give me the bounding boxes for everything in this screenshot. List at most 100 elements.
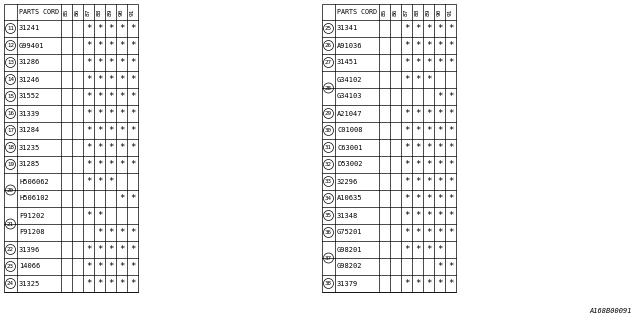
Text: 25: 25 xyxy=(325,26,332,31)
Text: *: * xyxy=(119,143,124,152)
Text: *: * xyxy=(119,24,124,33)
Text: C01008: C01008 xyxy=(337,127,362,133)
Text: 89: 89 xyxy=(426,8,431,16)
Text: *: * xyxy=(437,160,442,169)
Text: *: * xyxy=(415,279,420,288)
Text: 29: 29 xyxy=(325,111,332,116)
Text: 30: 30 xyxy=(325,128,332,133)
Text: *: * xyxy=(437,279,442,288)
Text: *: * xyxy=(426,194,431,203)
Text: 31348: 31348 xyxy=(337,212,358,219)
Text: 31241: 31241 xyxy=(19,26,40,31)
Text: *: * xyxy=(404,58,409,67)
Text: *: * xyxy=(448,177,453,186)
Text: 32296: 32296 xyxy=(337,179,358,185)
Text: 15: 15 xyxy=(7,94,14,99)
Text: *: * xyxy=(404,177,409,186)
Text: 13: 13 xyxy=(7,60,14,65)
Text: 31339: 31339 xyxy=(19,110,40,116)
Text: 36: 36 xyxy=(325,230,332,235)
Text: 31235: 31235 xyxy=(19,145,40,150)
Text: *: * xyxy=(415,41,420,50)
Text: *: * xyxy=(108,92,113,101)
Text: *: * xyxy=(119,126,124,135)
Text: *: * xyxy=(86,160,91,169)
Text: *: * xyxy=(415,177,420,186)
Text: *: * xyxy=(108,24,113,33)
Text: *: * xyxy=(97,177,102,186)
Text: 18: 18 xyxy=(7,145,14,150)
Text: *: * xyxy=(86,75,91,84)
Text: 14: 14 xyxy=(7,77,14,82)
Text: *: * xyxy=(448,262,453,271)
Text: *: * xyxy=(130,228,135,237)
Text: *: * xyxy=(119,75,124,84)
Text: G98201: G98201 xyxy=(337,246,362,252)
Text: *: * xyxy=(108,75,113,84)
Text: 33: 33 xyxy=(325,179,332,184)
Text: 26: 26 xyxy=(325,43,332,48)
Text: 38: 38 xyxy=(325,281,332,286)
Text: *: * xyxy=(437,92,442,101)
Text: *: * xyxy=(437,109,442,118)
Text: *: * xyxy=(415,194,420,203)
Text: *: * xyxy=(119,41,124,50)
Text: *: * xyxy=(404,245,409,254)
Text: *: * xyxy=(130,126,135,135)
Text: 22: 22 xyxy=(7,247,14,252)
Text: *: * xyxy=(86,143,91,152)
Text: *: * xyxy=(86,41,91,50)
Text: *: * xyxy=(415,58,420,67)
Text: *: * xyxy=(404,126,409,135)
Text: *: * xyxy=(119,109,124,118)
Text: *: * xyxy=(130,194,135,203)
Text: PARTS CORD: PARTS CORD xyxy=(337,9,377,15)
Text: *: * xyxy=(437,262,442,271)
Text: A91036: A91036 xyxy=(337,43,362,49)
Text: *: * xyxy=(415,143,420,152)
Text: *: * xyxy=(108,41,113,50)
Text: *: * xyxy=(108,126,113,135)
Bar xyxy=(4,4,138,292)
Text: *: * xyxy=(108,177,113,186)
Text: *: * xyxy=(86,109,91,118)
Text: G75201: G75201 xyxy=(337,229,362,236)
Text: 91: 91 xyxy=(130,8,135,16)
Text: *: * xyxy=(86,177,91,186)
Text: 90: 90 xyxy=(119,8,124,16)
Text: *: * xyxy=(426,143,431,152)
Text: 34: 34 xyxy=(325,196,332,201)
Text: *: * xyxy=(130,279,135,288)
Text: *: * xyxy=(448,194,453,203)
Text: 85: 85 xyxy=(64,8,69,16)
Text: 31285: 31285 xyxy=(19,162,40,167)
Text: 31325: 31325 xyxy=(19,281,40,286)
Text: 16: 16 xyxy=(7,111,14,116)
Text: *: * xyxy=(119,58,124,67)
Text: 86: 86 xyxy=(393,8,398,16)
Text: 28: 28 xyxy=(325,85,332,91)
Text: *: * xyxy=(97,228,102,237)
Text: *: * xyxy=(119,245,124,254)
Text: *: * xyxy=(130,41,135,50)
Text: *: * xyxy=(426,279,431,288)
Text: *: * xyxy=(97,92,102,101)
Text: G34102: G34102 xyxy=(337,76,362,83)
Text: *: * xyxy=(108,228,113,237)
Text: 88: 88 xyxy=(97,8,102,16)
Text: *: * xyxy=(119,279,124,288)
Bar xyxy=(322,4,456,292)
Text: *: * xyxy=(108,109,113,118)
Text: PARTS CORD: PARTS CORD xyxy=(19,9,59,15)
Text: *: * xyxy=(108,245,113,254)
Text: 90: 90 xyxy=(437,8,442,16)
Text: 17: 17 xyxy=(7,128,14,133)
Text: *: * xyxy=(437,58,442,67)
Text: *: * xyxy=(404,24,409,33)
Text: *: * xyxy=(426,75,431,84)
Text: *: * xyxy=(437,245,442,254)
Text: *: * xyxy=(108,160,113,169)
Text: *: * xyxy=(404,194,409,203)
Text: 19: 19 xyxy=(7,162,14,167)
Text: *: * xyxy=(437,177,442,186)
